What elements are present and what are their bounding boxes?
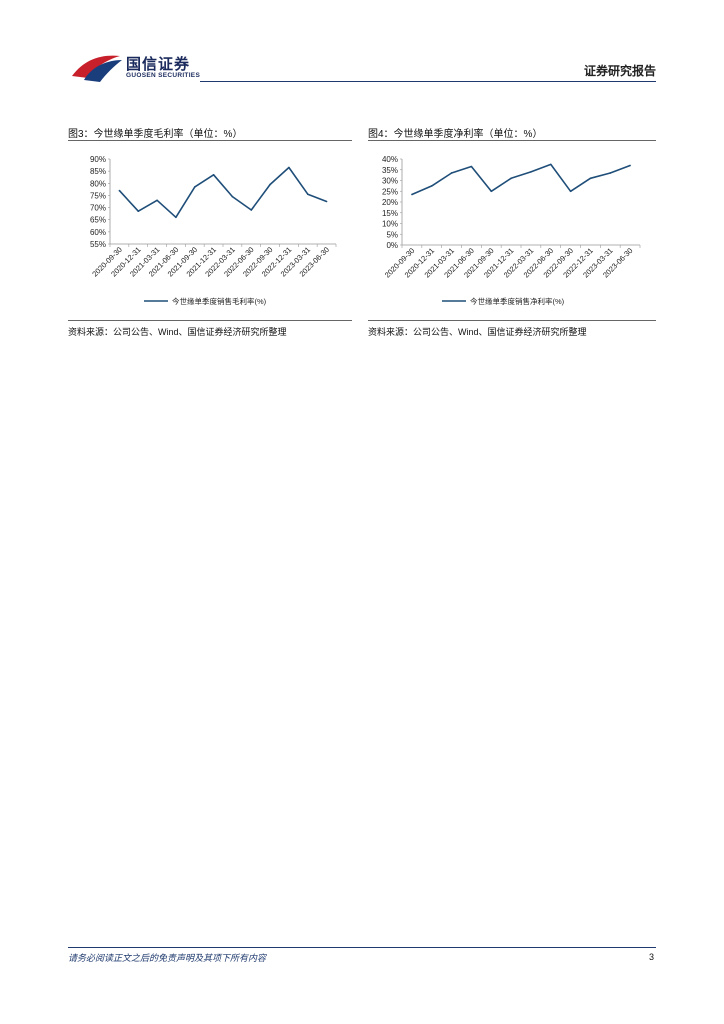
y-tick-label: 60% bbox=[90, 228, 106, 237]
figure-4-title: 图4：今世缘单季度净利率（单位：%） bbox=[368, 129, 543, 140]
data-point bbox=[212, 173, 215, 176]
data-point bbox=[325, 200, 328, 203]
y-tick-label: 80% bbox=[90, 179, 106, 188]
data-point bbox=[490, 190, 493, 193]
data-point bbox=[137, 210, 140, 213]
data-point bbox=[156, 199, 158, 202]
y-tick-label: 90% bbox=[90, 155, 106, 164]
footer-divider bbox=[68, 947, 656, 948]
data-point bbox=[411, 193, 413, 196]
figure-3-top-rule bbox=[68, 140, 352, 141]
logo-english-name: GUOSEN SECURITIES bbox=[126, 72, 201, 79]
y-tick-label: 30% bbox=[382, 177, 398, 186]
y-tick-label: 15% bbox=[382, 209, 398, 218]
figure-4-chart: 40%35%30%25%20%15%10%5%0%2020-09-302020-… bbox=[382, 155, 641, 306]
header-divider bbox=[200, 81, 656, 82]
figure-4-top-rule bbox=[368, 140, 656, 141]
data-point bbox=[569, 190, 572, 193]
figure-3-source: 资料来源：公司公告、Wind、国信证券经济研究所整理 bbox=[68, 327, 287, 337]
series-line bbox=[118, 166, 327, 219]
y-tick-label: 75% bbox=[90, 191, 106, 200]
page-number: 3 bbox=[648, 952, 654, 962]
data-point bbox=[609, 172, 612, 174]
y-tick-label: 55% bbox=[90, 240, 106, 249]
footer-disclaimer: 请务必阅读正文之后的免责声明及其项下所有内容 bbox=[68, 953, 267, 963]
y-tick-label: 0% bbox=[386, 241, 398, 250]
data-point bbox=[288, 166, 290, 169]
data-point bbox=[530, 171, 532, 173]
legend-label: 今世缘单季度销售毛利率(%) bbox=[172, 296, 267, 306]
figure-3-bottom-rule bbox=[68, 320, 352, 321]
y-tick-label: 5% bbox=[386, 230, 398, 239]
data-point bbox=[175, 216, 177, 219]
y-tick-label: 70% bbox=[90, 204, 106, 213]
y-tick-label: 35% bbox=[382, 166, 398, 175]
figure-3-title: 图3：今世缘单季度毛利率（单位：%） bbox=[68, 129, 243, 140]
y-tick-label: 25% bbox=[382, 187, 398, 196]
data-point bbox=[589, 177, 592, 180]
data-point bbox=[231, 195, 234, 198]
data-point bbox=[470, 165, 473, 168]
data-point bbox=[193, 186, 196, 188]
series-line bbox=[411, 163, 631, 196]
data-point bbox=[250, 209, 253, 211]
guosen-logo bbox=[72, 55, 122, 82]
y-tick-label: 20% bbox=[382, 198, 398, 207]
logo-chinese-name: 国信证券 bbox=[126, 56, 191, 73]
report-type-label: 证券研究报告 bbox=[583, 64, 656, 78]
data-point bbox=[549, 163, 552, 166]
y-tick-label: 85% bbox=[90, 167, 106, 176]
legend-label: 今世缘单季度销售净利率(%) bbox=[470, 296, 565, 306]
data-point bbox=[430, 185, 433, 187]
y-tick-label: 40% bbox=[382, 155, 398, 164]
figure-4-source: 资料来源：公司公告、Wind、国信证券经济研究所整理 bbox=[368, 327, 587, 337]
y-tick-label: 65% bbox=[90, 216, 106, 225]
figure-3-chart: 90%85%80%75%70%65%60%55%2020-09-302020-1… bbox=[90, 155, 337, 306]
data-point bbox=[629, 164, 631, 167]
y-tick-label: 10% bbox=[382, 220, 398, 229]
data-point bbox=[118, 189, 121, 192]
data-point bbox=[306, 193, 309, 196]
data-point bbox=[450, 172, 453, 174]
data-point bbox=[510, 177, 512, 180]
data-point bbox=[269, 183, 271, 186]
figure-4-bottom-rule bbox=[368, 320, 656, 321]
